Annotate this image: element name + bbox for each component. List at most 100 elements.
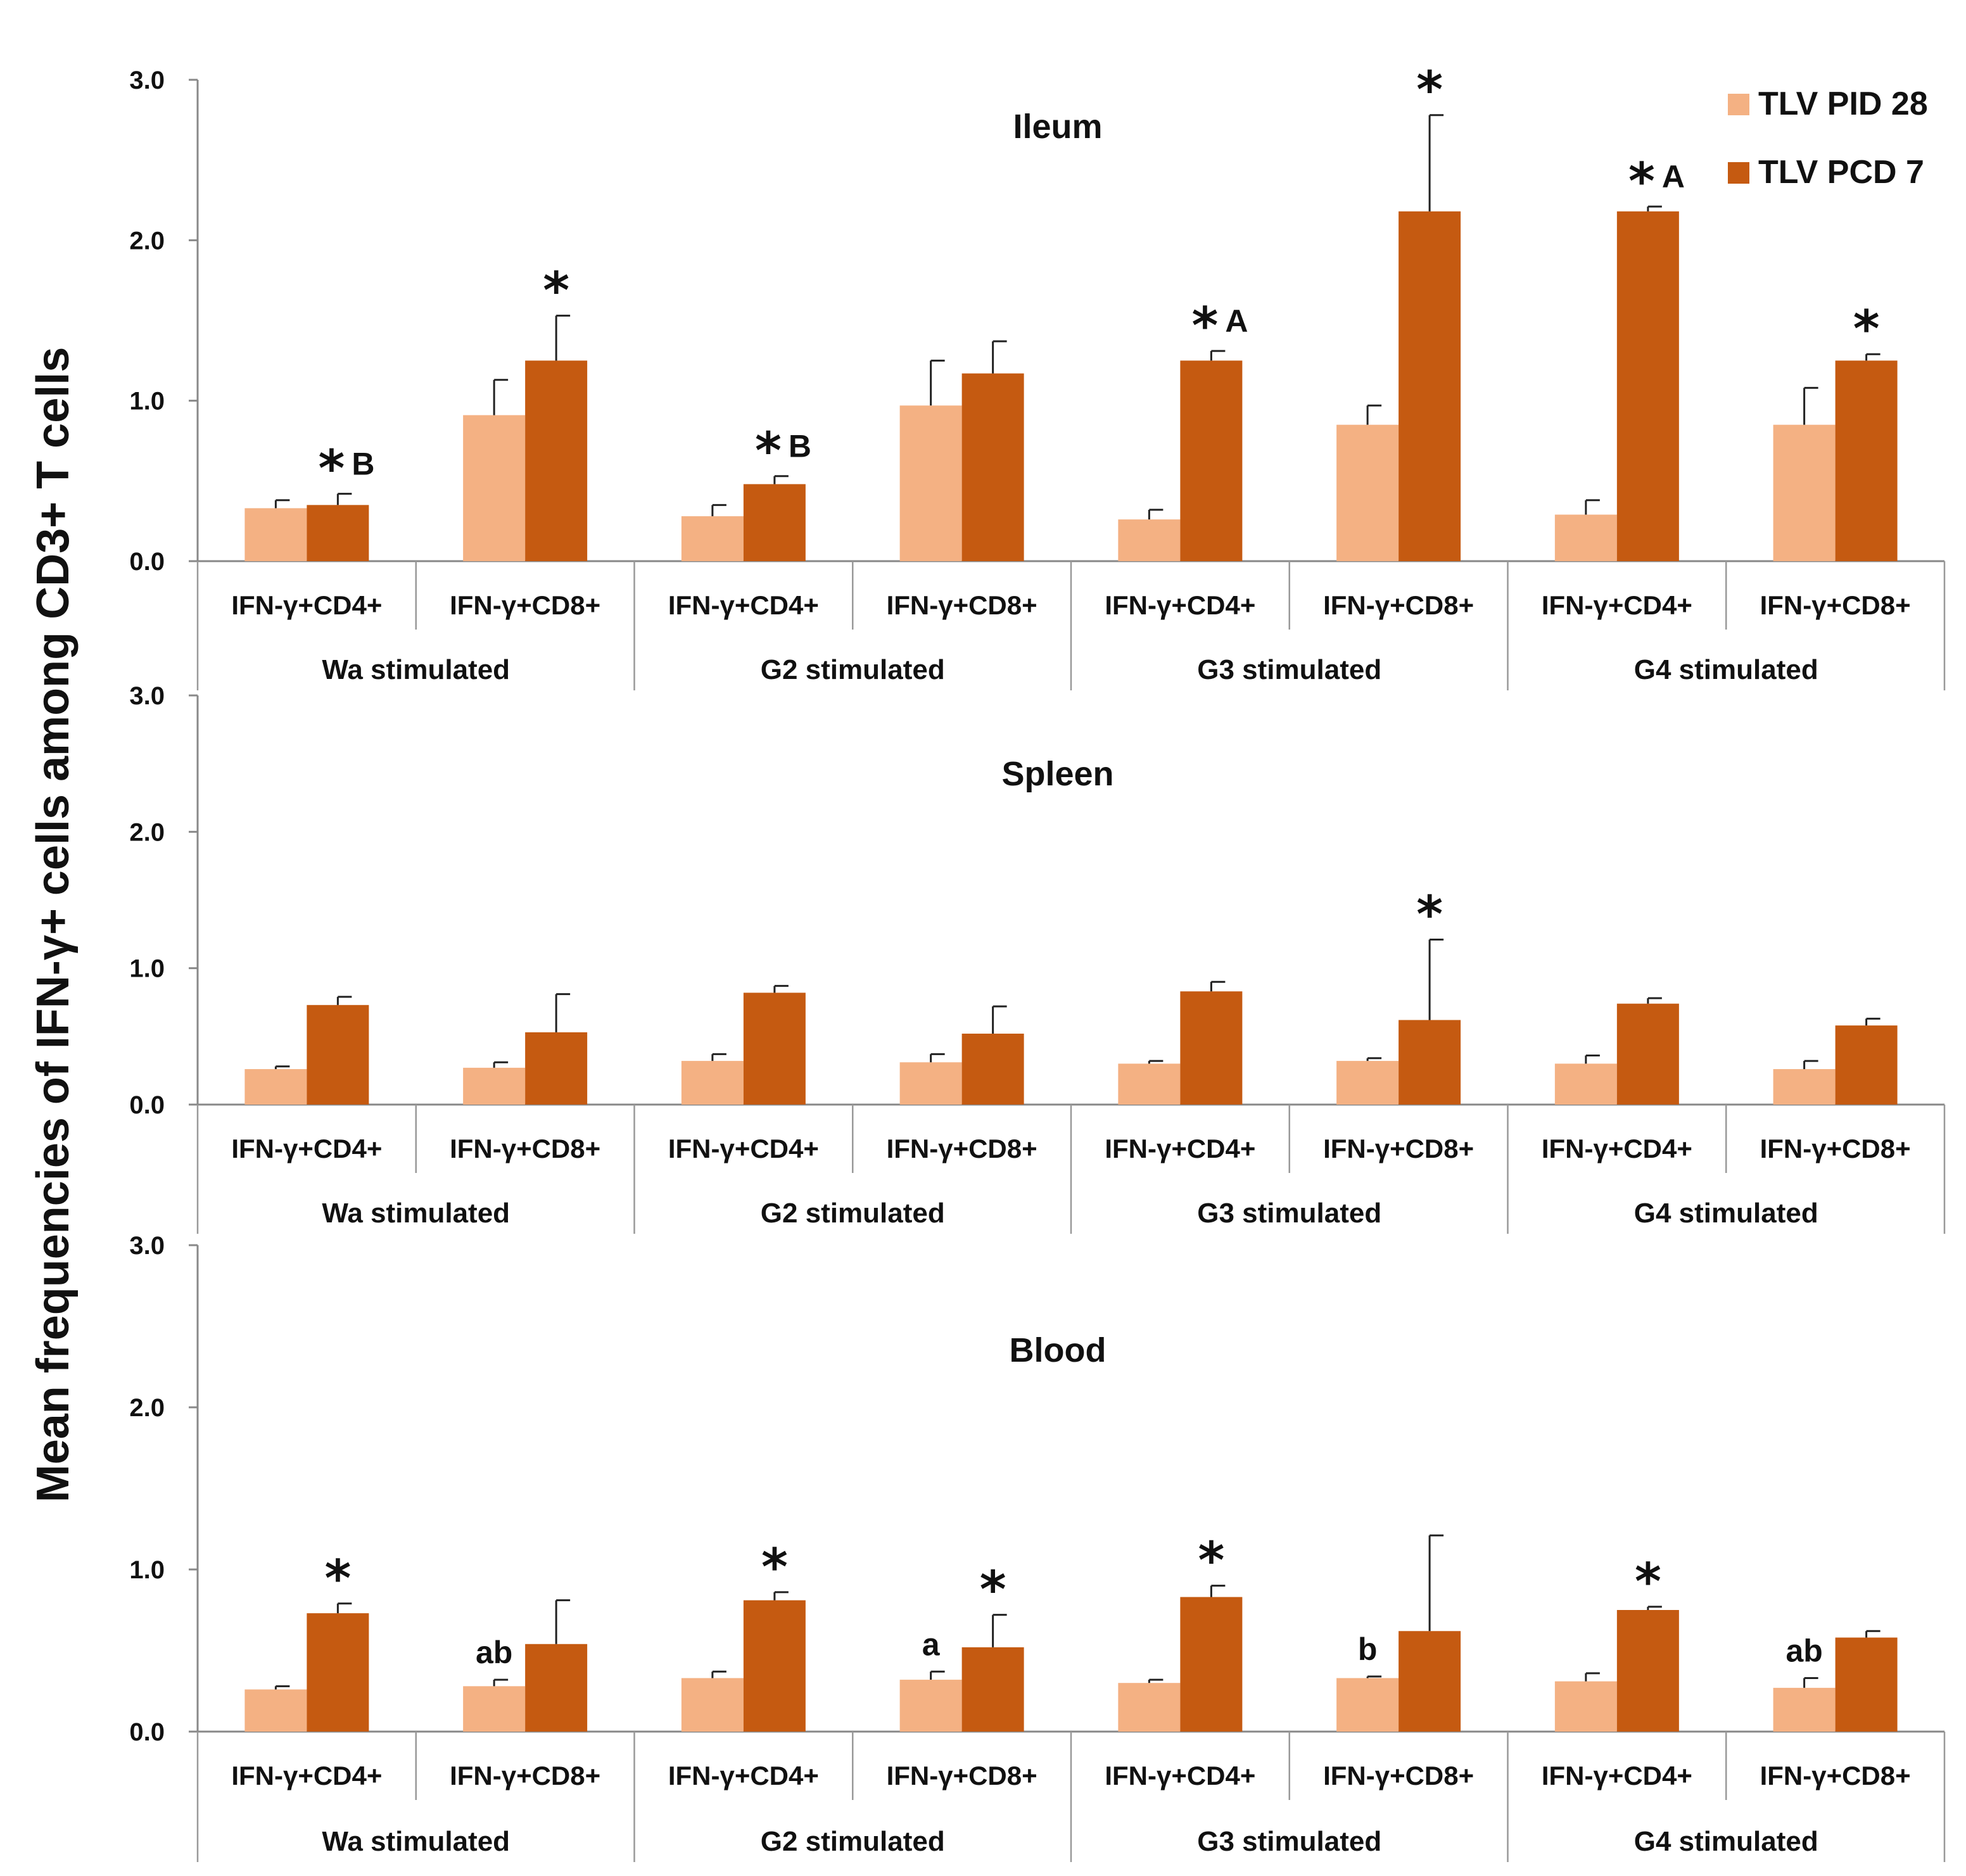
group-label: G2 stimulated — [761, 1826, 945, 1857]
bar — [961, 373, 1024, 561]
bar — [307, 505, 369, 561]
bar — [1336, 1678, 1399, 1732]
y-tick-label: 2.0 — [129, 818, 165, 846]
bar — [681, 1678, 744, 1732]
bar — [1554, 1681, 1617, 1732]
bar — [681, 516, 744, 561]
bar — [463, 1067, 526, 1105]
x-tick-label: IFN-γ+CD4+ — [668, 1134, 819, 1163]
bar — [743, 484, 806, 561]
significance-star: * — [1853, 300, 1880, 358]
x-tick-label: IFN-γ+CD4+ — [231, 1134, 382, 1163]
x-tick-label: IFN-γ+CD8+ — [450, 1761, 600, 1790]
bar — [244, 1069, 307, 1105]
bar — [1554, 514, 1617, 561]
significance-letter: B — [789, 429, 811, 464]
bar — [1398, 1020, 1461, 1105]
y-tick-label: 0.0 — [129, 1718, 165, 1746]
x-tick-label: IFN-γ+CD4+ — [231, 1761, 382, 1790]
y-tick-label: 2.0 — [129, 1394, 165, 1422]
significance-star: * — [980, 1561, 1006, 1619]
x-tick-label: IFN-γ+CD4+ — [668, 1761, 819, 1790]
x-tick-label: IFN-γ+CD4+ — [231, 590, 382, 620]
significance-star: * — [761, 1538, 788, 1597]
y-tick-label: 1.0 — [129, 1556, 165, 1584]
panel-ileum: 0.0 1.0 2.0 3.0 IFN-γ+CD4+ IFN-γ+CD8+ IFN-γ+CD… — [129, 61, 1946, 690]
bar — [463, 1686, 526, 1732]
x-tick-label: IFN-γ+CD8+ — [450, 1134, 600, 1163]
group-label: G2 stimulated — [761, 1198, 945, 1229]
group-label: G3 stimulated — [1197, 1826, 1381, 1857]
bar — [681, 1061, 744, 1105]
significance-star: * — [1416, 885, 1443, 944]
significance-letter: a — [922, 1626, 941, 1662]
group-label: G4 stimulated — [1634, 1198, 1818, 1229]
significance-star: * — [1635, 1552, 1661, 1611]
bar — [525, 1644, 588, 1732]
panel-blood: 0.0 1.0 2.0 3.0 IFN-γ+CD4+ IFN-γ+CD8+ IFN-γ+CD… — [129, 1232, 1946, 1862]
bar — [307, 1005, 369, 1105]
x-tick-label: IFN-γ+CD4+ — [1105, 1761, 1255, 1790]
bar — [1835, 1025, 1898, 1105]
x-tick-label: IFN-γ+CD8+ — [1760, 1761, 1911, 1790]
bar — [1398, 1631, 1461, 1732]
group-label: G3 stimulated — [1197, 654, 1381, 685]
bar — [1616, 1610, 1679, 1732]
x-tick-label: IFN-γ+CD4+ — [1542, 1761, 1692, 1790]
significance-star: * — [1628, 152, 1655, 211]
x-tick-label: IFN-γ+CD8+ — [1323, 1134, 1474, 1163]
bar — [1180, 1597, 1243, 1732]
significance-star: * — [755, 422, 782, 481]
y-axis-label: Mean frequencies of IFN-γ+ cells among C… — [28, 347, 79, 1503]
legend: TLV PID 28 TLV PCD 7 — [1728, 86, 1928, 191]
significance-letter: ab — [476, 1635, 512, 1670]
group-label: G4 stimulated — [1634, 1826, 1818, 1857]
x-tick-label: IFN-γ+CD8+ — [1323, 1761, 1474, 1790]
x-tick-label: IFN-γ+CD8+ — [887, 1761, 1037, 1790]
x-tick-label: IFN-γ+CD8+ — [887, 1134, 1037, 1163]
significance-letter: B — [352, 447, 374, 482]
panel-spleen: 0.0 1.0 2.0 3.0 IFN-γ+CD4+ IFN-γ+CD8+ IFN-γ+CD… — [129, 682, 1946, 1234]
x-tick-label: IFN-γ+CD4+ — [1542, 590, 1692, 620]
y-tick-label: 3.0 — [129, 67, 165, 94]
panel-title: Spleen — [1001, 755, 1113, 793]
bar — [1616, 211, 1679, 561]
y-tick-label: 0.0 — [129, 548, 165, 576]
bar — [1118, 1683, 1181, 1732]
bar — [961, 1034, 1024, 1105]
bar — [1336, 424, 1399, 561]
x-tick-label: IFN-γ+CD8+ — [1760, 590, 1911, 620]
bar — [1773, 1687, 1836, 1732]
significance-letter: ab — [1785, 1633, 1822, 1669]
bar — [1616, 1003, 1679, 1105]
bar — [1118, 1063, 1181, 1105]
panel-title: Ileum — [1013, 108, 1102, 146]
x-tick-label: IFN-γ+CD8+ — [1323, 590, 1474, 620]
bar — [743, 992, 806, 1105]
x-tick-label: IFN-γ+CD8+ — [1760, 1134, 1911, 1163]
group-label: G2 stimulated — [761, 654, 945, 685]
y-tick-label: 0.0 — [129, 1091, 165, 1119]
bar — [743, 1600, 806, 1732]
bar — [463, 415, 526, 561]
significance-star: * — [1191, 296, 1218, 355]
group-label: G4 stimulated — [1634, 654, 1818, 685]
bar — [961, 1647, 1024, 1732]
significance-star: * — [1416, 61, 1443, 120]
significance-star: * — [543, 261, 569, 320]
bar — [899, 405, 962, 561]
significance-letter: A — [1662, 159, 1685, 194]
legend-label: TLV PCD 7 — [1758, 154, 1924, 191]
group-label: Wa stimulated — [322, 1198, 510, 1229]
bar — [1336, 1061, 1399, 1105]
bar — [899, 1062, 962, 1105]
y-tick-label: 3.0 — [129, 682, 165, 710]
significance-star: * — [318, 440, 345, 498]
y-tick-label: 1.0 — [129, 955, 165, 983]
group-label: G3 stimulated — [1197, 1198, 1381, 1229]
group-label: Wa stimulated — [322, 654, 510, 685]
bar — [307, 1613, 369, 1732]
bar — [1180, 991, 1243, 1105]
legend-swatch — [1728, 94, 1749, 115]
